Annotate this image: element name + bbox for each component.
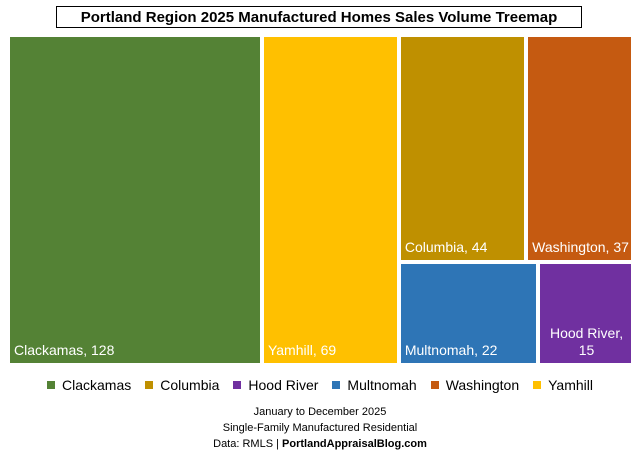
footer-source-prefix: Data: RMLS | (213, 438, 283, 450)
footer-date-range: January to December 2025 (253, 406, 387, 418)
tile-yamhill: Yamhill, 69 (261, 35, 399, 365)
legend-label-multnomah: Multnomah (347, 377, 417, 393)
tile-label-clackamas: Clackamas, 128 (14, 342, 115, 358)
tile-hood-river: Hood River, 15 (538, 261, 633, 365)
tile-multnomah: Multnomah, 22 (398, 261, 539, 365)
legend-swatch-clackamas (47, 381, 55, 389)
legend-label-washington: Washington (445, 377, 520, 393)
tile-label-multnomah: Multnomah, 22 (404, 341, 498, 358)
tile-label-washington: Washington, 37 (532, 238, 629, 255)
legend-item-hood-river: Hood River (233, 377, 318, 393)
legend-item-columbia: Columbia (145, 377, 219, 393)
treemap-area: Clackamas, 128 Yamhill, 69 Columbia, 44 Was… (8, 35, 633, 365)
legend-label-columbia: Columbia (160, 377, 220, 393)
legend-swatch-washington (430, 381, 439, 389)
legend-label-yamhill: Yamhill (548, 377, 593, 393)
chart-legend: Clackamas Columbia Hood River Multnomah Wash… (0, 377, 640, 393)
legend-item-multnomah: Multnomah (332, 377, 417, 393)
legend-label-clackamas: Clackamas (62, 377, 132, 393)
legend-item-washington: Washington (430, 377, 520, 393)
tile-clackamas: Clackamas, 128 (8, 35, 262, 365)
tile-label-columbia: Columbia, 44 (404, 238, 488, 255)
tile-label-yamhill: Yamhill, 69 (267, 342, 337, 358)
legend-swatch-hood-river (233, 381, 242, 389)
legend-swatch-columbia (145, 381, 154, 389)
legend-swatch-yamhill (533, 381, 542, 389)
legend-item-yamhill: Yamhill (533, 377, 593, 393)
tile-washington: Washington, 37 (526, 35, 633, 262)
legend-label-hood-river: Hood River (248, 377, 319, 393)
footer-source-site: PortlandAppraisalBlog.com (282, 438, 427, 450)
tile-label-hood-river: Hood River, 15 (549, 324, 624, 358)
footer-source: Data: RMLS | PortlandAppraisalBlog.com (0, 438, 640, 450)
footer-property-type: Single-Family Manufactured Residential (222, 422, 418, 434)
legend-swatch-multnomah (332, 381, 341, 389)
tile-columbia: Columbia, 44 (398, 35, 527, 262)
legend-item-clackamas: Clackamas (47, 377, 131, 393)
chart-title: Portland Region 2025 Manufactured Homes … (56, 6, 582, 28)
